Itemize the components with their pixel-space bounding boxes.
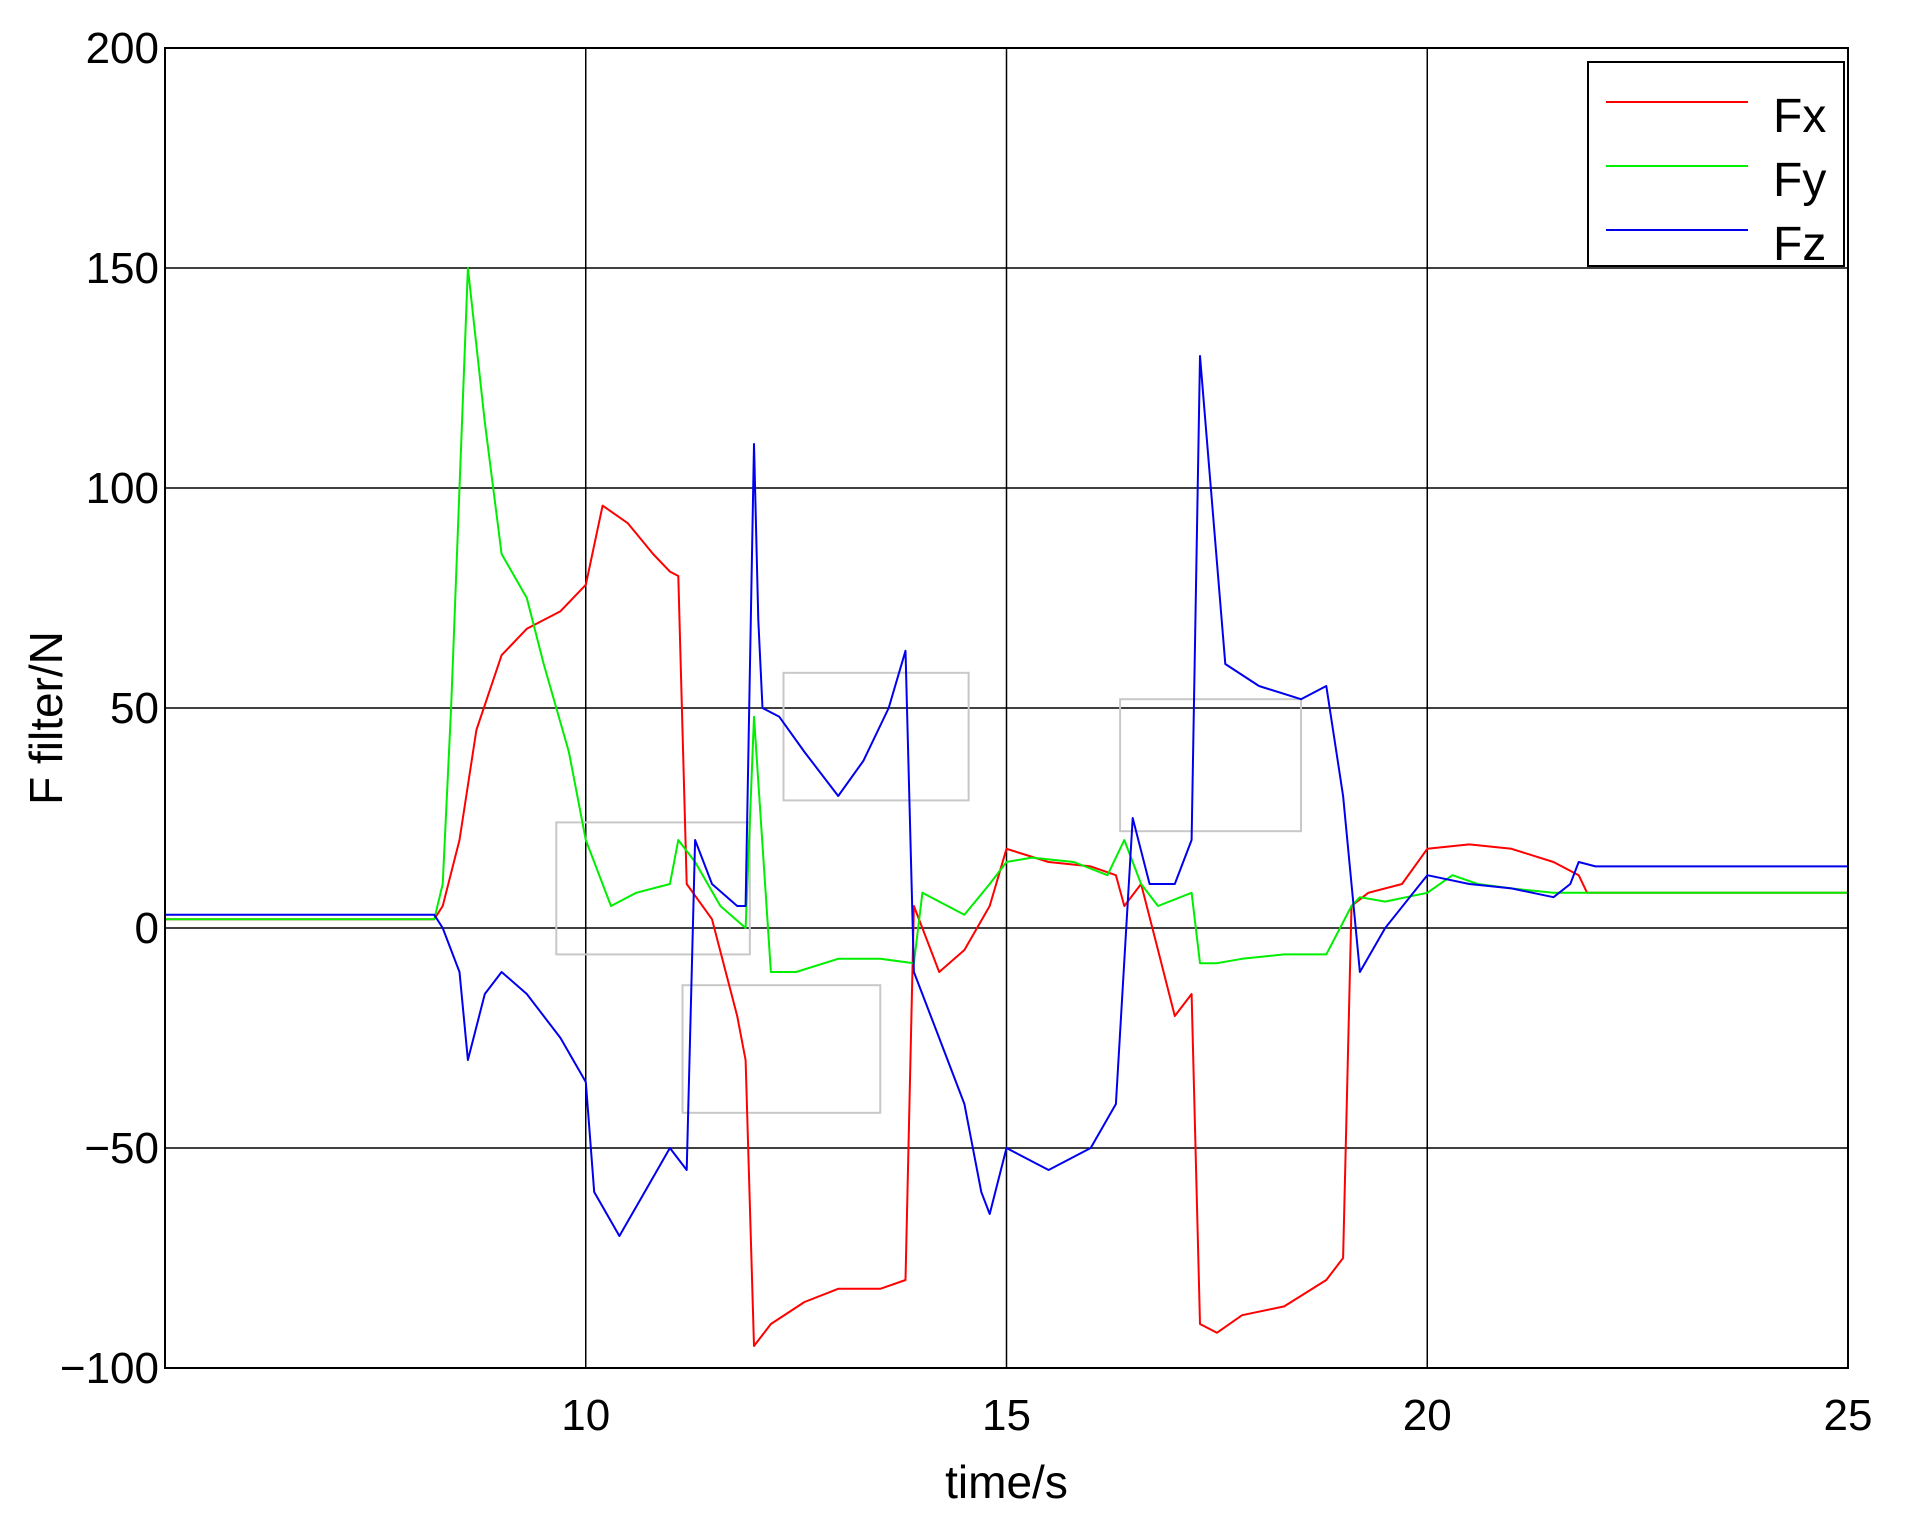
zoom-annotation-boxes <box>555 671 1303 1114</box>
x-tick-label: 10 <box>561 1391 610 1440</box>
zoom-box <box>555 821 751 956</box>
plot-frame <box>164 47 1849 1369</box>
y-tick-label: 0 <box>135 904 159 953</box>
x-tick-label: 15 <box>982 1391 1031 1440</box>
legend-label-fy: Fy <box>1773 154 1826 207</box>
x-tick-label: 25 <box>1824 1391 1873 1440</box>
legend-label-fx: Fx <box>1773 90 1826 143</box>
x-tick-label: 20 <box>1403 1391 1452 1440</box>
y-tick-labels: −100 −50 0 50 100 150 200 <box>60 24 159 1393</box>
x-tick-labels: 10 15 20 25 <box>561 1391 1872 1440</box>
zoom-box <box>1119 698 1303 833</box>
y-tick-label: −100 <box>60 1344 159 1393</box>
legend: Fx Fy Fz <box>1587 61 1845 271</box>
zoom-box <box>681 984 882 1114</box>
legend-label-fz: Fz <box>1773 218 1826 271</box>
y-tick-label: 100 <box>86 464 159 513</box>
data-series <box>165 267 1848 1347</box>
legend-box <box>1587 61 1845 267</box>
y-tick-label: 200 <box>86 24 159 73</box>
y-tick-label: −50 <box>84 1124 159 1173</box>
y-tick-label: 150 <box>86 244 159 293</box>
x-axis-title: time/s <box>945 1456 1068 1508</box>
series-line-fx <box>165 504 1848 1347</box>
zoom-box <box>782 671 970 802</box>
series-line-fz <box>165 355 1848 1237</box>
y-tick-label: 50 <box>110 684 159 733</box>
series-line-fy <box>165 267 1848 973</box>
y-axis-title: F filter/N <box>20 631 72 805</box>
